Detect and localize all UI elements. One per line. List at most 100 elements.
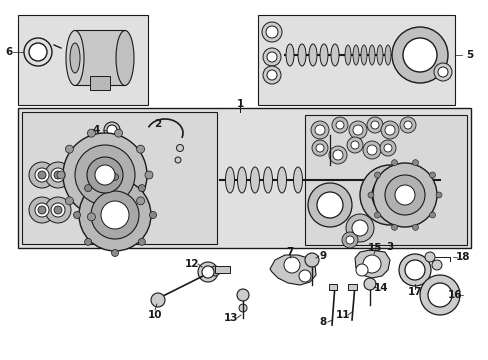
Ellipse shape — [277, 167, 286, 193]
Circle shape — [63, 133, 147, 217]
Circle shape — [433, 63, 451, 81]
Circle shape — [374, 212, 380, 218]
Circle shape — [176, 144, 183, 152]
Circle shape — [391, 160, 397, 166]
Circle shape — [284, 257, 299, 273]
Polygon shape — [354, 250, 389, 278]
Circle shape — [73, 211, 81, 219]
Ellipse shape — [308, 44, 316, 66]
Bar — [18, 108, 470, 248]
Text: 5: 5 — [466, 50, 473, 60]
Circle shape — [335, 121, 343, 129]
Text: 9: 9 — [319, 251, 326, 261]
Circle shape — [91, 191, 139, 239]
Circle shape — [35, 203, 49, 217]
Circle shape — [138, 238, 145, 246]
Circle shape — [57, 171, 65, 179]
Circle shape — [428, 172, 435, 178]
Circle shape — [51, 203, 65, 217]
Circle shape — [367, 192, 373, 198]
Circle shape — [38, 206, 46, 214]
Circle shape — [419, 275, 459, 315]
Text: 8: 8 — [319, 317, 326, 327]
Circle shape — [38, 171, 46, 179]
Circle shape — [374, 172, 380, 178]
Circle shape — [372, 163, 436, 227]
Text: 6: 6 — [5, 47, 13, 57]
Circle shape — [427, 283, 451, 307]
Circle shape — [384, 125, 394, 135]
Circle shape — [359, 165, 419, 225]
Circle shape — [114, 129, 122, 137]
Text: 17: 17 — [407, 287, 422, 297]
Text: 3: 3 — [386, 242, 393, 252]
Circle shape — [136, 197, 144, 205]
Circle shape — [263, 48, 281, 66]
Circle shape — [114, 213, 122, 221]
Circle shape — [366, 117, 382, 133]
Circle shape — [24, 38, 52, 66]
Circle shape — [266, 52, 276, 62]
Circle shape — [202, 266, 214, 278]
Circle shape — [262, 22, 282, 42]
Circle shape — [101, 201, 129, 229]
Bar — [305, 115, 466, 245]
Circle shape — [363, 278, 375, 290]
Circle shape — [348, 121, 366, 139]
Ellipse shape — [297, 44, 305, 66]
Circle shape — [412, 160, 418, 166]
Text: 16: 16 — [447, 290, 461, 300]
Circle shape — [237, 289, 248, 301]
Text: 10: 10 — [147, 310, 162, 320]
Circle shape — [398, 254, 430, 286]
Ellipse shape — [384, 45, 390, 65]
Circle shape — [355, 264, 367, 276]
Circle shape — [331, 117, 347, 133]
Circle shape — [79, 179, 151, 251]
Circle shape — [315, 144, 324, 152]
Circle shape — [111, 249, 118, 256]
Circle shape — [35, 168, 49, 182]
Circle shape — [346, 137, 362, 153]
Circle shape — [84, 238, 91, 246]
Bar — [328, 284, 336, 290]
Circle shape — [314, 125, 325, 135]
Circle shape — [266, 70, 276, 80]
Ellipse shape — [330, 44, 338, 66]
Ellipse shape — [285, 44, 293, 66]
Bar — [75, 30, 125, 85]
Circle shape — [379, 140, 395, 156]
Text: 7: 7 — [286, 247, 293, 257]
Circle shape — [136, 145, 144, 153]
Circle shape — [175, 157, 181, 163]
Ellipse shape — [66, 31, 84, 85]
Bar — [258, 15, 454, 105]
Circle shape — [104, 122, 120, 138]
Ellipse shape — [237, 167, 246, 193]
Circle shape — [87, 157, 123, 193]
Circle shape — [263, 66, 281, 84]
Ellipse shape — [116, 31, 134, 85]
Circle shape — [107, 125, 117, 135]
Circle shape — [370, 121, 378, 129]
Circle shape — [399, 117, 415, 133]
Bar — [22, 112, 217, 244]
Circle shape — [239, 304, 246, 312]
Circle shape — [383, 144, 391, 152]
Ellipse shape — [250, 167, 259, 193]
Bar — [90, 76, 110, 90]
Bar — [18, 15, 148, 105]
Circle shape — [265, 26, 278, 38]
Ellipse shape — [70, 43, 80, 73]
Ellipse shape — [368, 45, 374, 65]
Circle shape — [402, 38, 436, 72]
Circle shape — [45, 162, 71, 188]
Circle shape — [311, 140, 327, 156]
Circle shape — [84, 185, 91, 192]
Circle shape — [362, 255, 380, 273]
Text: 15: 15 — [367, 243, 382, 253]
Circle shape — [431, 260, 441, 270]
Circle shape — [346, 214, 373, 242]
Circle shape — [435, 192, 441, 198]
Text: 4: 4 — [92, 125, 100, 135]
